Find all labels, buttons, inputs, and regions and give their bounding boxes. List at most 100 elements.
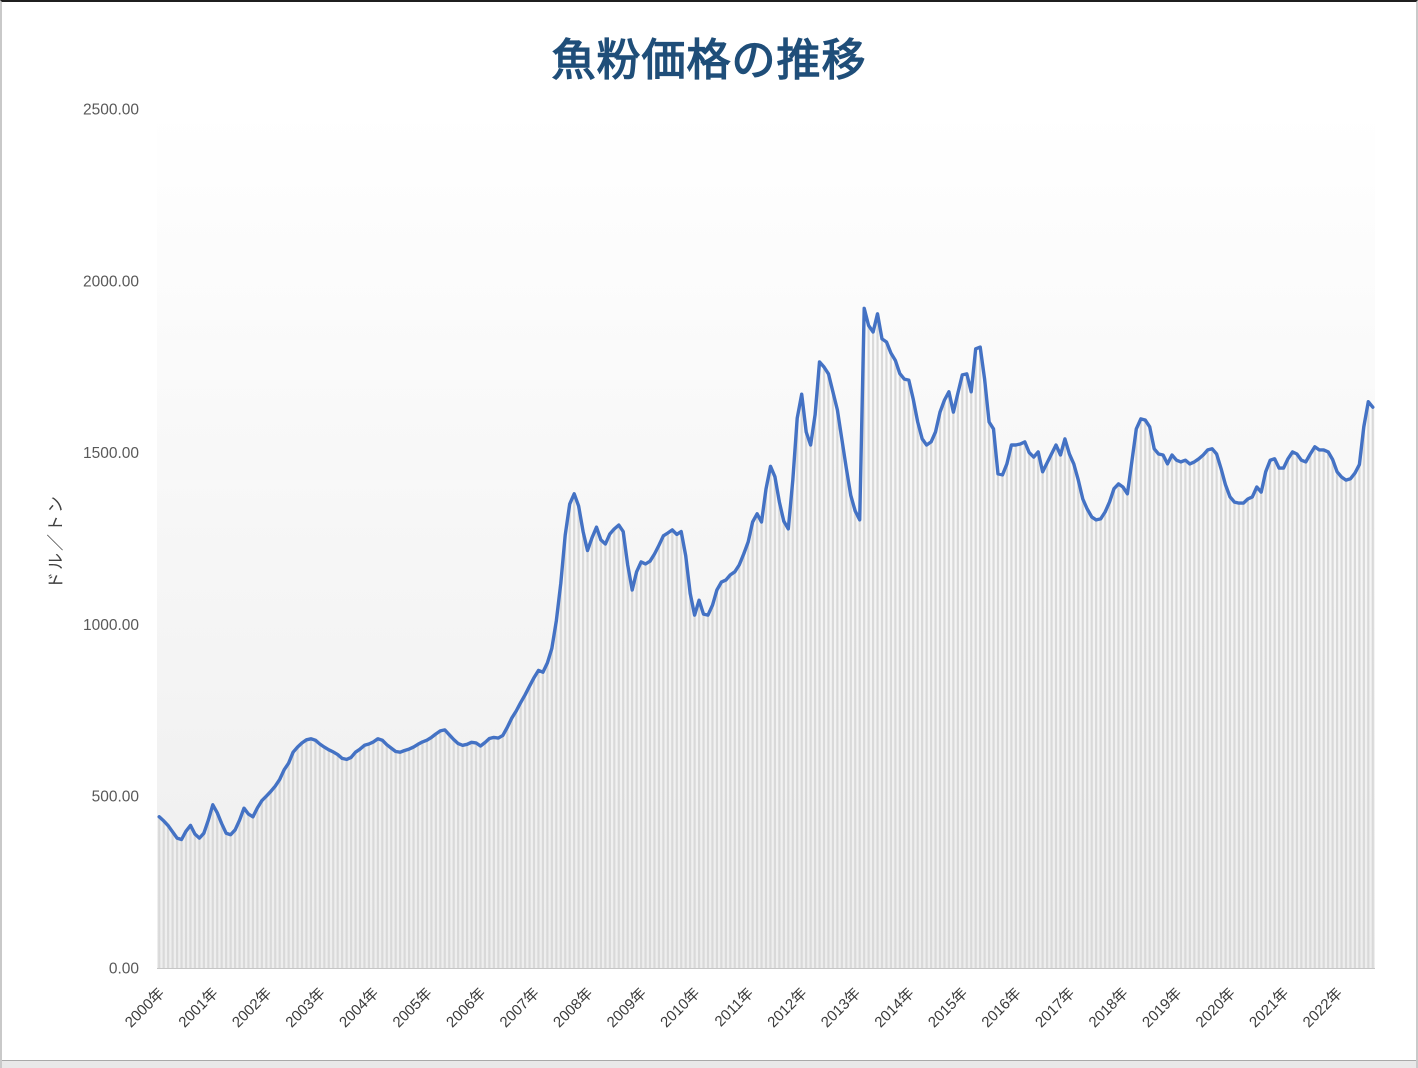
price-bar	[599, 539, 603, 968]
x-tick-label: 2009年	[604, 985, 650, 1031]
price-bar	[233, 829, 237, 968]
price-bar	[760, 522, 763, 968]
price-bar	[537, 670, 540, 968]
price-bar	[1242, 503, 1245, 968]
price-bar	[193, 834, 197, 968]
price-bar	[314, 740, 317, 968]
price-bar	[523, 694, 527, 968]
y-tick-label: 1500.00	[83, 445, 139, 462]
price-bar	[1269, 460, 1272, 968]
price-bar	[1050, 453, 1053, 969]
price-bar	[1353, 473, 1357, 968]
price-bar	[697, 600, 701, 968]
price-bar	[336, 754, 339, 968]
price-bar	[1166, 463, 1169, 968]
price-bar	[733, 571, 736, 968]
price-bar	[162, 820, 165, 968]
price-bar	[1318, 449, 1321, 969]
price-bar	[1117, 483, 1120, 968]
price-bar	[938, 412, 942, 968]
price-bar	[1371, 407, 1374, 968]
price-bar	[1309, 453, 1312, 969]
price-bar	[323, 747, 326, 968]
price-bar	[158, 816, 161, 968]
price-bar	[943, 400, 946, 968]
price-bar	[1099, 518, 1102, 968]
price-bar	[1331, 459, 1334, 968]
price-bar	[1023, 441, 1026, 968]
price-bar	[1327, 451, 1330, 968]
price-bar	[822, 367, 826, 968]
price-bar	[1313, 446, 1316, 968]
price-bar	[390, 748, 393, 968]
price-bar	[1237, 503, 1241, 968]
price-bar	[407, 749, 411, 968]
price-bar	[1264, 471, 1267, 968]
price-bar	[1179, 461, 1183, 968]
price-bar	[809, 445, 812, 968]
price-bar	[1282, 468, 1285, 968]
price-bar	[1103, 512, 1107, 968]
price-bar	[1286, 458, 1290, 968]
price-bar	[1170, 455, 1174, 968]
price-bar	[1304, 461, 1307, 968]
price-bar	[747, 541, 750, 968]
price-bar	[1322, 449, 1325, 969]
price-bar	[702, 614, 705, 968]
x-tick-label: 2003年	[282, 985, 328, 1031]
price-bar	[657, 545, 661, 968]
price-bar	[470, 742, 473, 968]
price-bar	[961, 374, 964, 968]
price-bar	[1081, 498, 1084, 968]
price-bar	[1059, 455, 1062, 968]
price-bar	[573, 493, 576, 968]
price-bar	[1358, 464, 1361, 968]
price-bar	[929, 441, 933, 968]
price-bar	[1362, 426, 1365, 969]
x-tick-label: 2020年	[1193, 985, 1239, 1031]
price-bar	[202, 833, 205, 968]
price-bar	[653, 553, 656, 968]
price-bar	[1215, 453, 1218, 969]
price-bar	[492, 737, 495, 968]
x-tick-label: 2013年	[818, 985, 864, 1031]
price-bar	[559, 583, 562, 968]
price-bar	[996, 473, 1000, 968]
x-tick-label: 2015年	[925, 985, 971, 1031]
price-bar	[586, 550, 589, 968]
price-bar	[782, 521, 785, 968]
price-bar	[952, 412, 955, 968]
x-tick-label: 2007年	[497, 985, 543, 1031]
price-bar	[506, 727, 509, 968]
price-bar	[675, 534, 678, 968]
price-bar	[385, 744, 388, 968]
price-bar	[876, 313, 879, 968]
x-tick-label: 2000年	[122, 985, 168, 1031]
x-tick-label: 2010年	[657, 985, 703, 1031]
price-bar	[1077, 480, 1080, 968]
price-bar	[648, 561, 652, 968]
price-bar	[1295, 453, 1299, 969]
price-bar	[1228, 496, 1232, 968]
x-tick-label: 2017年	[1032, 985, 1078, 1031]
price-bar	[1108, 502, 1111, 968]
price-bar	[907, 380, 910, 969]
price-bar	[885, 341, 888, 969]
y-tick-label: 2000.00	[83, 273, 139, 290]
price-bar	[1184, 460, 1187, 968]
price-bar	[443, 729, 446, 968]
price-bar	[501, 735, 504, 968]
price-bar	[1340, 477, 1343, 968]
price-bar	[207, 820, 210, 968]
price-bar	[1121, 486, 1125, 968]
price-bar	[403, 750, 406, 968]
price-bar	[416, 744, 420, 968]
price-bar	[671, 529, 674, 968]
price-bar	[564, 535, 567, 968]
price-bar	[546, 662, 549, 968]
price-bar	[693, 615, 696, 968]
price-bar	[666, 533, 669, 968]
x-tick-label: 2001年	[175, 985, 221, 1031]
price-bar	[813, 414, 817, 968]
price-bar	[1273, 458, 1276, 968]
